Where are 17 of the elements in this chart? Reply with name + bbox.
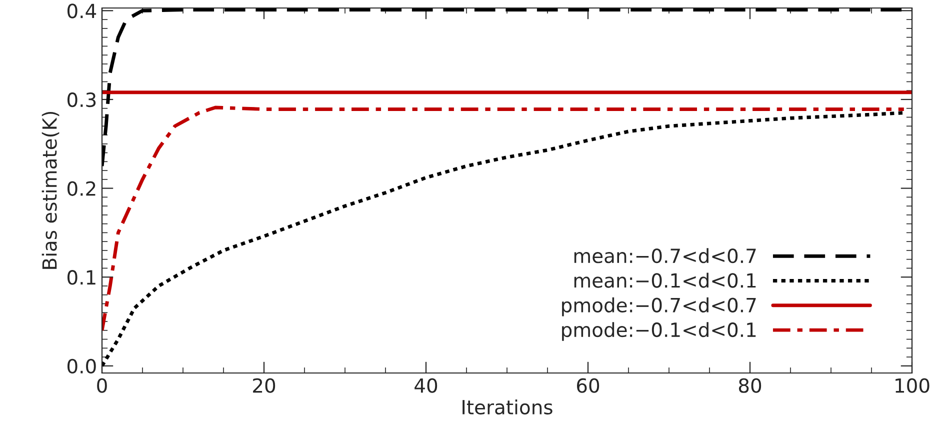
- legend-label: mean:−0.7<d<0.7: [574, 248, 756, 264]
- x-tick-label: 0: [97, 378, 107, 393]
- y-tick-label: 0.2: [68, 181, 96, 196]
- y-tick-label: 0.4: [68, 4, 96, 18]
- x-tick-label: 40: [414, 378, 438, 393]
- x-tick-label: 60: [576, 378, 600, 393]
- y-tick-label: 0.3: [68, 92, 96, 108]
- x-axis-title: Iterations: [462, 399, 552, 415]
- legend-label: pmode:−0.7<d<0.7: [562, 297, 756, 316]
- legend-label: pmode:−0.1<d<0.1: [562, 322, 756, 341]
- x-tick-label: 20: [253, 378, 276, 393]
- y-tick-label: 0.0: [68, 358, 96, 374]
- x-tick-label: 100: [896, 378, 930, 393]
- legend-label: mean:−0.1<d<0.1: [574, 272, 756, 288]
- x-tick-label: 80: [738, 378, 762, 393]
- y-tick-label: 0.1: [68, 270, 96, 285]
- y-axis-title: Bias estimate(K): [42, 112, 60, 269]
